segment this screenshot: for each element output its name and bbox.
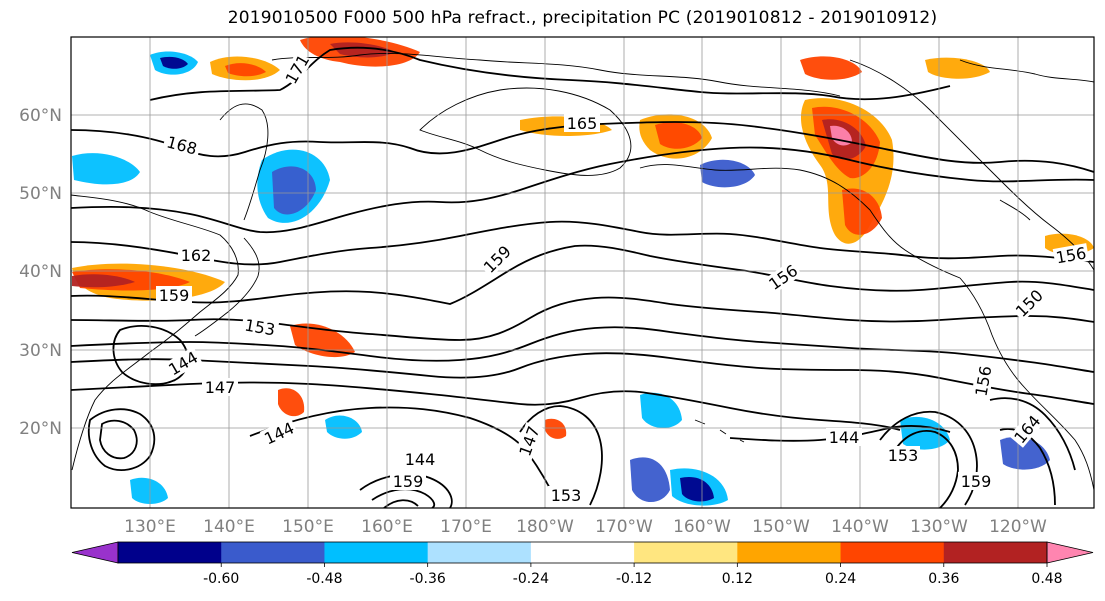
lon-label: 130°W <box>910 517 968 537</box>
contour-label: 159 <box>393 472 424 491</box>
precip-patch-neg <box>325 415 362 439</box>
contour-165 <box>71 146 1094 234</box>
contour-label: 144 <box>405 450 436 469</box>
precip-patch-pos <box>842 188 882 235</box>
lon-label: 120°W <box>989 517 1047 537</box>
lat-label: 60°N <box>19 106 62 126</box>
lon-label: 170°W <box>595 517 653 537</box>
colorbar-tick-label: -0.36 <box>410 571 446 587</box>
lon-label: 130°E <box>124 517 176 537</box>
contour-168 <box>71 121 1094 173</box>
contour-153 <box>71 326 1094 373</box>
precip-patch-neg <box>640 392 682 429</box>
colorbar-frame <box>117 541 1048 564</box>
coastline <box>849 59 1094 271</box>
colorbar-tick-label: -0.48 <box>306 571 342 587</box>
precip-patch-neg <box>700 159 755 188</box>
precip-patch-neg <box>130 477 168 504</box>
precipitation-fill <box>72 37 1094 506</box>
lon-label: 140°W <box>831 517 889 537</box>
map-frame <box>70 36 1095 509</box>
contour-label: 153 <box>551 486 582 505</box>
precip-patch-pos <box>545 418 567 439</box>
lon-label: 170°E <box>440 517 492 537</box>
colorbar: -0.60 -0.48 -0.36 -0.24 -0.12 0.12 0.24 0.36 0.4… <box>71 541 1094 587</box>
coastline <box>419 87 632 176</box>
contour-159 <box>71 244 1094 305</box>
contour-closed <box>989 397 1076 506</box>
precip-patch-neg <box>72 153 140 185</box>
contour-label: 144 <box>829 428 860 447</box>
colorbar-swatch <box>840 542 945 563</box>
contour-label: 159 <box>159 286 190 305</box>
coastline <box>639 164 961 279</box>
contour-closed <box>112 325 189 386</box>
precip-patch-pos <box>925 57 990 79</box>
coastlines <box>71 52 1094 491</box>
coastline <box>219 103 269 221</box>
colorbar-tick-label: -0.60 <box>203 571 239 587</box>
precip-patch-neg <box>160 56 188 69</box>
lon-label: 140°E <box>203 517 255 537</box>
map-title: 2019010500 F000 500 hPa refract., precip… <box>227 8 938 28</box>
contour-label: 165 <box>567 114 598 133</box>
colorbar-tick-label: -0.24 <box>513 571 549 587</box>
contour-150 <box>71 352 1094 405</box>
lon-label: 160°W <box>673 517 731 537</box>
precip-patch-pos <box>225 63 266 77</box>
colorbar-swatch <box>737 542 842 563</box>
coastline <box>194 237 260 337</box>
lat-label: 20°N <box>19 419 62 439</box>
precip-patch-pos <box>655 122 702 149</box>
colorbar-swatch <box>118 542 222 563</box>
colorbar-swatch <box>634 542 738 563</box>
lat-label: 40°N <box>19 262 62 282</box>
contour-label: 162 <box>181 246 212 265</box>
contour-147 <box>519 405 603 506</box>
precip-patch-neg <box>680 476 714 502</box>
contour-label: 153 <box>888 446 919 465</box>
colorbar-extend-min <box>71 541 119 564</box>
colorbar-swatch <box>943 542 1048 563</box>
colorbar-extend-max <box>1046 541 1094 564</box>
lon-label: 160°E <box>361 517 413 537</box>
latitude-labels: 60°N 50°N 40°N 30°N 20°N <box>19 106 62 439</box>
lon-label: 150°E <box>282 517 334 537</box>
colorbar-swatch <box>427 542 532 563</box>
contour-162 <box>71 220 1094 266</box>
lon-label: 180°W <box>516 517 574 537</box>
precip-patch-pos <box>830 125 852 146</box>
contour-171 <box>149 46 951 101</box>
coastline <box>959 277 1094 491</box>
coastline <box>959 59 1094 83</box>
colorbar-swatch <box>324 542 429 563</box>
longitude-labels: 130°E 140°E 150°E 160°E 170°E 180°W 170°… <box>124 517 1047 537</box>
colorbar-tick-label: -0.12 <box>616 571 652 587</box>
precip-patch-pos <box>278 388 305 417</box>
lon-label: 150°W <box>752 517 810 537</box>
precip-patch-neg <box>272 166 316 215</box>
precip-patch-pos <box>72 274 135 288</box>
colorbar-tick-label: 0.12 <box>722 571 753 587</box>
contour-label: 159 <box>961 472 992 491</box>
colorbar-tick-label: 0.24 <box>825 571 856 587</box>
colorbar-tick-label: 0.48 <box>1031 571 1062 587</box>
colorbar-tick-label: 0.36 <box>928 571 959 587</box>
coastline <box>999 199 1031 221</box>
lat-label: 30°N <box>19 341 62 361</box>
precip-patch-neg <box>630 457 670 502</box>
colorbar-swatch <box>530 542 635 563</box>
lat-label: 50°N <box>19 184 62 204</box>
map-panel: 171 165 168 162 159 159 153 147 144 144 <box>70 36 1095 509</box>
contour-label: 147 <box>205 378 236 397</box>
coastline <box>694 419 745 443</box>
colorbar-swatch <box>221 542 325 563</box>
coastline <box>271 52 841 97</box>
precip-patch-pos <box>800 56 862 80</box>
